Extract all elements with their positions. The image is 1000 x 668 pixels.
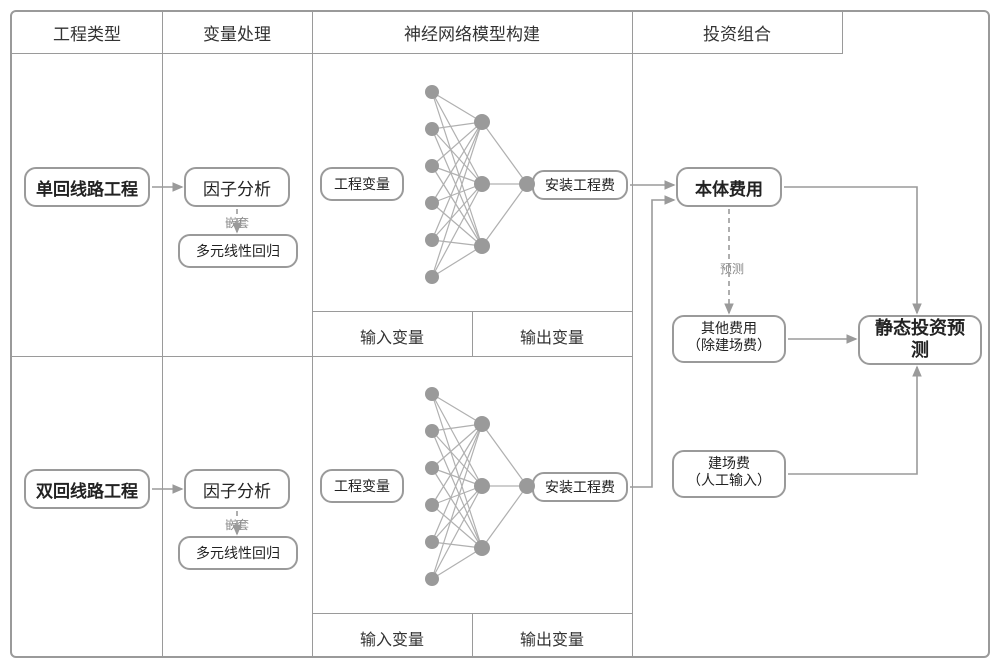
nn-row1 [425, 85, 535, 284]
row1-output-cost: 安装工程费 [532, 170, 628, 200]
divider-col3 [632, 12, 633, 658]
other-cost-l2: （除建场费） [687, 339, 771, 354]
site-cost: 建场费 （人工输入） [672, 450, 786, 498]
row-split [12, 356, 632, 357]
row1-nest: 嵌套 [212, 214, 262, 231]
result: 静态投资预测 [858, 315, 982, 365]
site-cost-l2: （人工输入） [687, 474, 771, 489]
row2-factor: 因子分析 [184, 469, 290, 509]
row1-output-label: 输出变量 [472, 324, 632, 348]
row2-regression: 多元线性回归 [178, 536, 298, 570]
header-col1: 工程类型 [12, 12, 162, 54]
header-col2: 变量处理 [162, 12, 312, 54]
other-cost: 其他费用 （除建场费） [672, 315, 786, 363]
other-cost-l1: 其他费用 [701, 322, 757, 337]
row1-factor: 因子分析 [184, 167, 290, 207]
divider-col1 [162, 12, 163, 658]
row2-project: 双回线路工程 [24, 469, 150, 509]
header-col3: 神经网络模型构建 [312, 12, 632, 54]
body-cost: 本体费用 [676, 167, 782, 207]
nn-row2 [425, 387, 535, 586]
diagram-root: 工程类型 变量处理 神经网络模型构建 投资组合 单回线路工程 因子分析 嵌套 多… [10, 10, 990, 658]
row2-nest: 嵌套 [212, 516, 262, 533]
row2-output-label: 输出变量 [472, 626, 632, 650]
predict-label: 预测 [712, 260, 752, 277]
site-cost-l1: 建场费 [708, 457, 750, 472]
row1-project: 单回线路工程 [24, 167, 150, 207]
divider-col4 [842, 12, 843, 54]
row2-output-cost: 安装工程费 [532, 472, 628, 502]
row1-input-var: 工程变量 [320, 167, 404, 201]
row1-input-label: 输入变量 [312, 324, 472, 348]
row2-input-var: 工程变量 [320, 469, 404, 503]
row2-input-label: 输入变量 [312, 626, 472, 650]
row1-regression: 多元线性回归 [178, 234, 298, 268]
header-col4: 投资组合 [632, 12, 842, 54]
